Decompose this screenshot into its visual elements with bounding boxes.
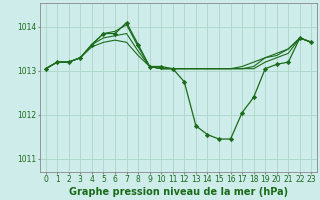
X-axis label: Graphe pression niveau de la mer (hPa): Graphe pression niveau de la mer (hPa) <box>69 187 288 197</box>
